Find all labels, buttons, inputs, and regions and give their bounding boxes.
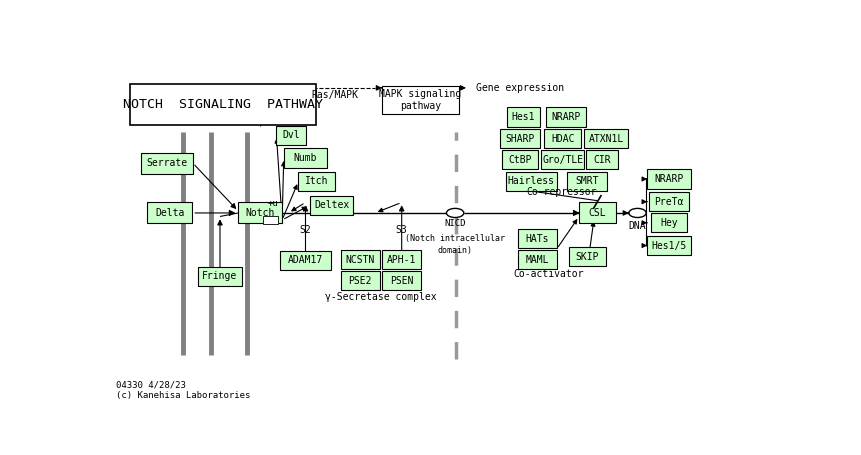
Text: γ-Secretase complex: γ-Secretase complex [325, 292, 437, 302]
FancyBboxPatch shape [263, 217, 278, 224]
Text: Gene expression: Gene expression [475, 83, 563, 93]
Text: NOTCH  SIGNALING  PATHWAY: NOTCH SIGNALING PATHWAY [122, 98, 322, 111]
Text: Hairless: Hairless [507, 177, 554, 187]
FancyBboxPatch shape [545, 107, 585, 126]
Text: Hes1/5: Hes1/5 [651, 241, 685, 251]
FancyBboxPatch shape [517, 229, 556, 248]
Text: S3: S3 [395, 225, 407, 235]
Text: domain): domain) [437, 246, 472, 255]
Text: Notch: Notch [245, 208, 275, 218]
FancyBboxPatch shape [276, 126, 307, 145]
Text: Hey: Hey [660, 218, 677, 228]
Text: NRARP: NRARP [653, 174, 683, 184]
Text: Co-repressor: Co-repressor [526, 187, 597, 197]
Text: HDAC: HDAC [550, 134, 573, 144]
FancyBboxPatch shape [499, 129, 539, 148]
Text: S2: S2 [300, 225, 311, 235]
FancyBboxPatch shape [567, 172, 607, 191]
Text: NCSTN: NCSTN [345, 254, 375, 264]
FancyBboxPatch shape [238, 202, 282, 223]
FancyBboxPatch shape [382, 250, 420, 269]
FancyBboxPatch shape [298, 172, 335, 191]
Text: CSL: CSL [588, 208, 605, 218]
Text: Gro/TLE: Gro/TLE [542, 155, 583, 165]
Text: CIR: CIR [592, 155, 610, 165]
Text: PSE2: PSE2 [348, 276, 372, 286]
FancyBboxPatch shape [647, 169, 690, 189]
Text: Itch: Itch [305, 177, 328, 187]
FancyBboxPatch shape [340, 271, 379, 290]
Text: PSEN: PSEN [389, 276, 413, 286]
FancyBboxPatch shape [147, 202, 192, 223]
FancyBboxPatch shape [647, 236, 690, 255]
Text: MAML: MAML [525, 254, 548, 264]
FancyBboxPatch shape [381, 86, 458, 114]
Text: Co-activator: Co-activator [513, 268, 583, 278]
Text: Fringe: Fringe [202, 271, 238, 281]
FancyBboxPatch shape [579, 202, 615, 223]
Text: NICD: NICD [444, 219, 465, 228]
FancyBboxPatch shape [340, 250, 379, 269]
FancyBboxPatch shape [506, 107, 539, 126]
Text: DNA: DNA [628, 221, 646, 231]
Text: (Notch intracellular: (Notch intracellular [405, 234, 505, 243]
FancyBboxPatch shape [648, 192, 688, 212]
FancyBboxPatch shape [280, 251, 330, 270]
Text: +u: +u [268, 199, 278, 208]
FancyBboxPatch shape [541, 150, 584, 169]
Text: Deltex: Deltex [313, 200, 349, 210]
Text: Dvl: Dvl [282, 130, 300, 140]
FancyBboxPatch shape [198, 267, 241, 286]
FancyBboxPatch shape [130, 84, 315, 125]
Text: Hes1: Hes1 [511, 112, 535, 122]
Text: APH-1: APH-1 [387, 254, 416, 264]
FancyBboxPatch shape [501, 150, 537, 169]
FancyBboxPatch shape [585, 150, 617, 169]
Text: ADAM17: ADAM17 [288, 255, 323, 265]
Text: Ras/MAPK: Ras/MAPK [311, 90, 358, 100]
FancyBboxPatch shape [568, 247, 605, 266]
FancyBboxPatch shape [650, 213, 686, 233]
Text: NRARP: NRARP [551, 112, 580, 122]
FancyBboxPatch shape [283, 148, 327, 167]
Text: PreTα: PreTα [653, 197, 683, 207]
FancyBboxPatch shape [543, 129, 580, 148]
FancyBboxPatch shape [141, 153, 193, 174]
Text: 04330 4/28/23
(c) Kanehisa Laboratories: 04330 4/28/23 (c) Kanehisa Laboratories [115, 380, 250, 399]
Text: Serrate: Serrate [146, 158, 188, 168]
Text: Numb: Numb [294, 153, 317, 163]
FancyBboxPatch shape [505, 172, 556, 191]
FancyBboxPatch shape [309, 196, 353, 215]
Text: MAPK signaling
pathway: MAPK signaling pathway [379, 89, 461, 111]
FancyBboxPatch shape [517, 250, 556, 269]
Text: SMRT: SMRT [575, 177, 598, 187]
FancyBboxPatch shape [583, 129, 628, 148]
FancyBboxPatch shape [382, 271, 420, 290]
Text: SKIP: SKIP [575, 252, 598, 262]
Text: HATs: HATs [525, 233, 548, 243]
Text: Delta: Delta [155, 208, 184, 218]
Text: ATXN1L: ATXN1L [588, 134, 623, 144]
Text: CtBP: CtBP [508, 155, 531, 165]
Text: SHARP: SHARP [505, 134, 534, 144]
